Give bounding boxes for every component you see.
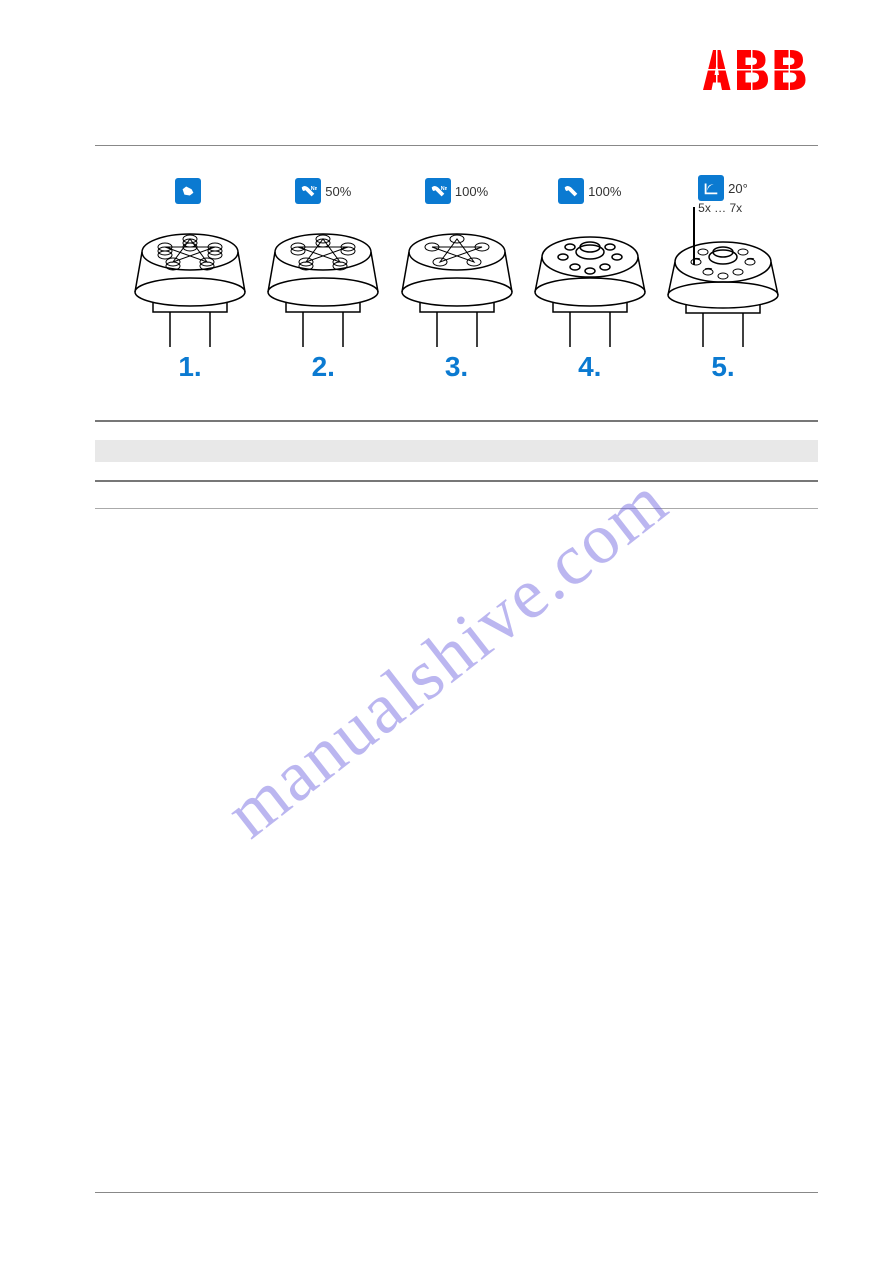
step-5-icon-row: 20° 5x … 7x [698, 175, 748, 211]
step-5-label: 20° [728, 181, 748, 196]
svg-text:Nm: Nm [441, 186, 447, 192]
rule-bottom [95, 1192, 818, 1193]
step-4: 100% [525, 175, 655, 390]
device-drawing-5 [658, 207, 788, 347]
grey-band [95, 440, 818, 462]
step-5: 20° 5x … 7x [658, 175, 788, 390]
step-3-number: 3. [445, 351, 468, 383]
step-2: Nm 50% [258, 175, 388, 390]
rule-mid-1 [95, 420, 818, 422]
step-4-label: 100% [588, 184, 621, 199]
step-3: Nm 100% [392, 175, 522, 390]
step-3-icon-row: Nm 100% [425, 175, 488, 207]
wrench-torque-icon: Nm [295, 178, 321, 204]
installation-figure: 1. Nm 50% [125, 175, 788, 390]
step-5-number: 5. [711, 351, 734, 383]
device-drawing-3 [392, 207, 522, 347]
device-drawing-4 [525, 207, 655, 347]
rule-mid-3 [95, 508, 818, 509]
svg-text:Nm: Nm [311, 186, 317, 192]
step-1-icon-row [175, 175, 205, 207]
wrench-torque-icon: Nm [425, 178, 451, 204]
watermark: manualshive.com [210, 459, 683, 854]
hand-icon [175, 178, 201, 204]
wrench-icon [558, 178, 584, 204]
device-drawing-2 [258, 207, 388, 347]
rule-top [95, 145, 818, 146]
step-4-number: 4. [578, 351, 601, 383]
brand-logo [693, 45, 818, 98]
device-drawing-1 [125, 207, 255, 347]
step-1: 1. [125, 175, 255, 390]
step-4-icon-row: 100% [558, 175, 621, 207]
angle-icon [698, 175, 724, 201]
step-2-icon-row: Nm 50% [295, 175, 351, 207]
step-2-label: 50% [325, 184, 351, 199]
abb-logo-svg [693, 45, 818, 93]
step-1-number: 1. [178, 351, 201, 383]
step-3-label: 100% [455, 184, 488, 199]
rule-mid-2 [95, 480, 818, 482]
step-2-number: 2. [312, 351, 335, 383]
